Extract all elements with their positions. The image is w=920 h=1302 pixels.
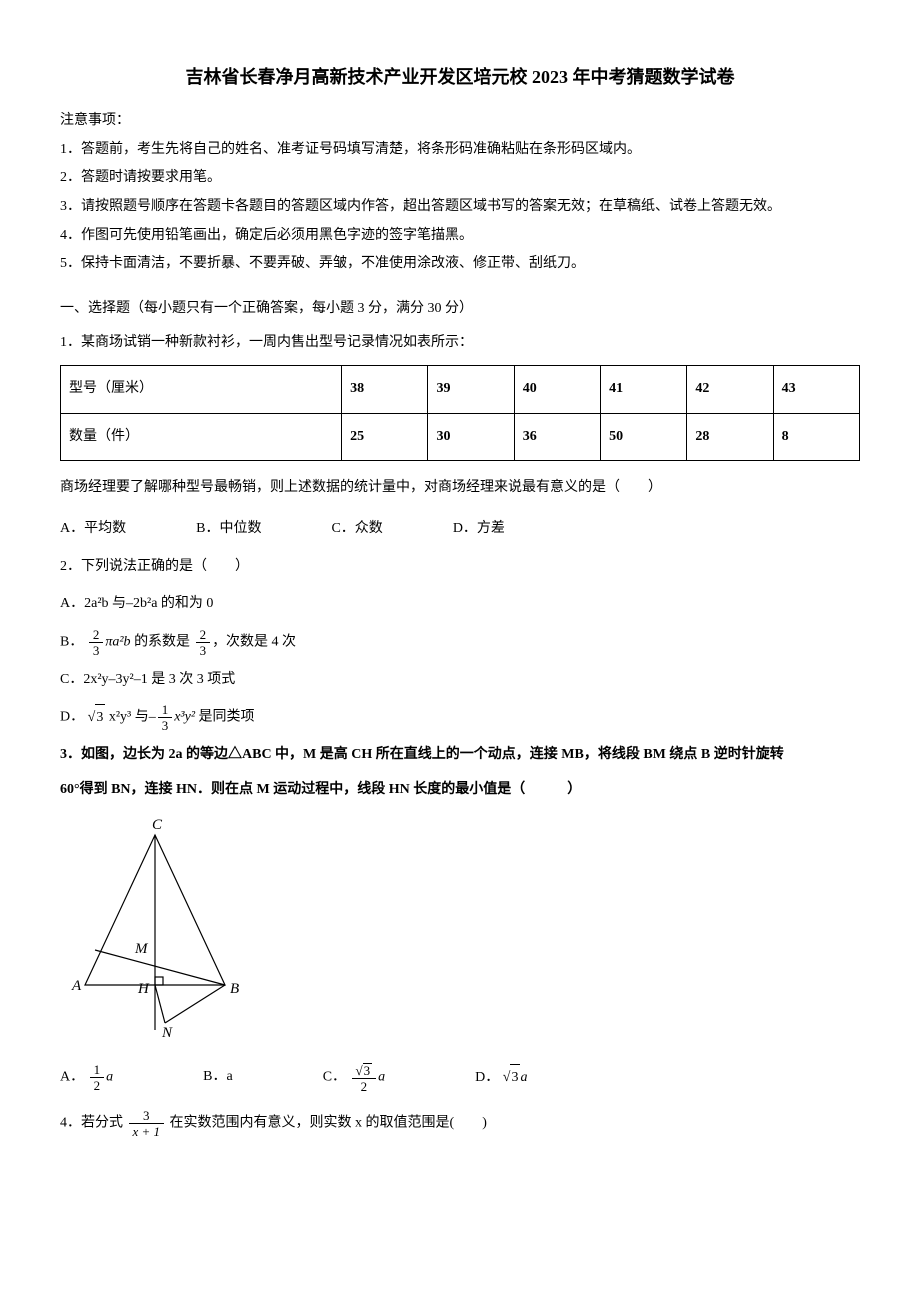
q2-opt-a: A．2a²b 与–2b²a 的和为 0 [60, 591, 860, 618]
frac-num: 1 [90, 1063, 105, 1078]
radicand: 3 [95, 704, 105, 732]
var-a: a [520, 1070, 527, 1085]
q1-row1-head: 型号（厘米） [61, 365, 342, 413]
label-B: B [230, 981, 239, 997]
frac-3-xp1: 3 x + 1 [129, 1109, 165, 1138]
q2-opt-c: C．2x²y–3y²–1 是 3 次 3 项式 [60, 667, 860, 694]
notice-3: 3．请按照题号顺序在答题卡各题目的答题区域内作答，超出答题区域书写的答案无效；在… [60, 194, 860, 221]
table-row: 数量（件） 25 30 36 50 28 8 [61, 413, 860, 461]
label-A: A [71, 978, 82, 994]
notice-4: 4．作图可先使用铅笔画出，确定后必须用黑色字迹的签字笔描黑。 [60, 223, 860, 250]
q3-opt-c: C． 3 2 a [323, 1062, 385, 1093]
radicand: 3 [510, 1064, 520, 1092]
frac-den: 3 [158, 718, 173, 732]
q3-figure: A B C H M N [60, 815, 860, 1056]
q1-c-39: 39 [428, 365, 514, 413]
q3-options: A． 1 2 a B．a C． 3 2 a D． 3a [60, 1062, 860, 1093]
q2-d-mid: x²y³ 与 [109, 710, 149, 725]
q2-d-pre: D． [60, 710, 84, 725]
q3-c-lbl: C． [323, 1070, 346, 1085]
q1-opt-b: B．中位数 [196, 516, 261, 543]
q1-c-41: 41 [601, 365, 687, 413]
q1-v-30: 30 [428, 413, 514, 461]
q2-options: A．2a²b 与–2b²a 的和为 0 B． 2 3 πa²b 的系数是 2 3… [60, 591, 860, 732]
var-a: a [378, 1070, 385, 1085]
label-H: H [137, 981, 150, 997]
frac-2-3-1: 2 3 [89, 628, 104, 657]
frac-den: 3 [196, 643, 211, 657]
q1-v-8: 8 [773, 413, 859, 461]
q1-opt-d: D．方差 [453, 516, 505, 543]
q4-tail: 在实数范围内有意义，则实数 x 的取值范围是( ) [170, 1116, 487, 1131]
radicand: 3 [363, 1063, 373, 1077]
q1-v-25: 25 [342, 413, 428, 461]
q1-tail: 商场经理要了解哪种型号最畅销，则上述数据的统计量中，对商场经理来说最有意义的是（… [60, 475, 860, 502]
frac-2-3-2: 2 3 [196, 628, 211, 657]
label-M: M [134, 941, 149, 957]
frac-1-3: 1 3 [158, 703, 173, 732]
frac-1-2: 1 2 [90, 1063, 105, 1092]
q1-v-50: 50 [601, 413, 687, 461]
q1-c-42: 42 [687, 365, 773, 413]
frac-den: x + 1 [129, 1124, 165, 1138]
q1-c-38: 38 [342, 365, 428, 413]
frac-den: 3 [89, 643, 104, 657]
section-1-head: 一、选择题（每小题只有一个正确答案，每小题 3 分，满分 30 分） [60, 296, 860, 323]
q1-opt-a: A．平均数 [60, 516, 126, 543]
notice-head: 注意事项： [60, 108, 860, 135]
q3-stem-2: 60°得到 BN，连接 HN．则在点 M 运动过程中，线段 HN 长度的最小值是… [60, 777, 860, 804]
frac-num: 3 [352, 1062, 377, 1079]
frac-num: 2 [89, 628, 104, 643]
q1-c-43: 43 [773, 365, 859, 413]
var-a: a [106, 1070, 113, 1085]
frac-num: 1 [158, 703, 173, 718]
q1-stem: 1．某商场试销一种新款衬衫，一周内售出型号记录情况如表所示： [60, 330, 860, 357]
q3-a-lbl: A． [60, 1070, 84, 1085]
frac-num: 3 [129, 1109, 165, 1124]
q4-stem: 4．若分式 3 x + 1 在实数范围内有意义，则实数 x 的取值范围是( ) [60, 1109, 860, 1138]
q3-opt-a: A． 1 2 a [60, 1063, 113, 1092]
q2-d-tail: 是同类项 [199, 710, 255, 725]
q4-pre: 4．若分式 [60, 1116, 123, 1131]
q3-stem-1: 3．如图，边长为 2a 的等边△ABC 中，M 是高 CH 所在直线上的一个动点… [60, 742, 860, 769]
frac-sqrt3-2: 3 2 [352, 1062, 377, 1093]
label-N: N [161, 1025, 173, 1041]
q1-v-28: 28 [687, 413, 773, 461]
q2-opt-b: B． 2 3 πa²b 的系数是 2 3 ，次数是 4 次 [60, 628, 860, 657]
q2-b-pre: B． [60, 634, 83, 649]
sqrt-3: 3 [88, 704, 106, 732]
q1-v-36: 36 [514, 413, 600, 461]
frac-den: 2 [352, 1079, 377, 1093]
q2-b-mid: 的系数是 [134, 634, 190, 649]
q1-row2-head: 数量（件） [61, 413, 342, 461]
q1-table: 型号（厘米） 38 39 40 41 42 43 数量（件） 25 30 36 … [60, 365, 860, 461]
frac-num: 2 [196, 628, 211, 643]
q3-d-lbl: D． [475, 1070, 499, 1085]
q2-stem: 2．下列说法正确的是（ ） [60, 554, 860, 581]
sqrt-3-d: 3 [503, 1064, 521, 1092]
label-C: C [152, 817, 163, 833]
q2-b-tail: ，次数是 4 次 [212, 634, 296, 649]
frac-den: 2 [90, 1078, 105, 1092]
q3-opt-d: D． 3a [475, 1064, 527, 1092]
table-row: 型号（厘米） 38 39 40 41 42 43 [61, 365, 860, 413]
q1-opt-c: C．众数 [331, 516, 382, 543]
page-title: 吉林省长春净月高新技术产业开发区培元校 2023 年中考猜题数学试卷 [60, 60, 860, 94]
q1-c-40: 40 [514, 365, 600, 413]
triangle-diagram-icon: A B C H M N [60, 815, 250, 1045]
notice-5: 5．保持卡面清洁，不要折暴、不要弄破、弄皱，不准使用涂改液、修正带、刮纸刀。 [60, 251, 860, 278]
q3-opt-b: B．a [203, 1064, 233, 1091]
x3y2: x³y² [174, 710, 195, 725]
notice-2: 2．答题时请按要求用笔。 [60, 165, 860, 192]
notice-1: 1．答题前，考生先将自己的姓名、准考证号码填写清楚，将条形码准确粘贴在条形码区域… [60, 137, 860, 164]
q1-options: A．平均数 B．中位数 C．众数 D．方差 [60, 516, 860, 543]
pi-a2b: πa²b [105, 634, 130, 649]
notices: 注意事项： 1．答题前，考生先将自己的姓名、准考证号码填写清楚，将条形码准确粘贴… [60, 108, 860, 278]
q2-opt-d: D． 3 x²y³ 与– 1 3 x³y² 是同类项 [60, 703, 860, 732]
